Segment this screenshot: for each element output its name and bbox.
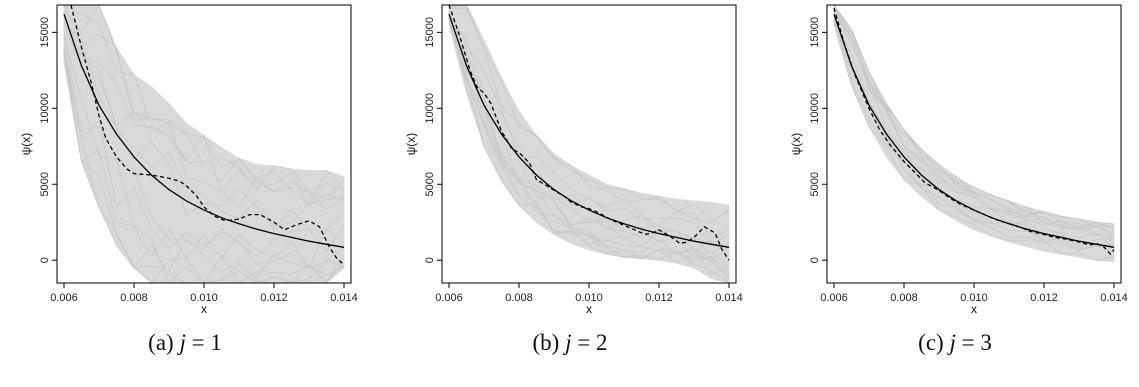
dashed-series-line <box>448 5 730 261</box>
realization-curve <box>833 17 1115 249</box>
x-tick-label: 0.008 <box>890 292 918 304</box>
realization-curve <box>448 12 730 239</box>
realization-curve <box>63 49 345 268</box>
realization-curve <box>833 7 1115 238</box>
realization-curve <box>63 51 345 283</box>
caption-prefix: (c) <box>918 330 950 355</box>
caption-prefix: (a) <box>148 330 180 355</box>
realization-curve <box>63 13 345 207</box>
caption-equation: = 3 <box>955 330 992 355</box>
realization-curve <box>63 46 345 282</box>
x-tick-label: 0.014 <box>1100 292 1128 304</box>
realization-band <box>63 5 345 283</box>
plot-area <box>63 5 345 283</box>
caption-variable: j <box>949 330 956 355</box>
plot-area <box>833 5 1115 263</box>
y-tick-label: 10000 <box>809 93 821 124</box>
chart-panel: 0.006 0.008 0.010 0.012 0.014 0 5000 10000 15000… <box>19 4 358 316</box>
caption-variable: j <box>565 330 572 355</box>
x-tick-label: 0.012 <box>1030 292 1058 304</box>
y-tick-label: 10000 <box>424 93 436 124</box>
y-tick-label: 5000 <box>424 172 436 196</box>
y-tick-label: 0 <box>424 257 436 263</box>
caption-prefix: (b) <box>532 330 566 355</box>
x-tick-label: 0.008 <box>505 292 533 304</box>
realization-curve <box>833 11 1115 240</box>
realization-curve <box>63 5 345 207</box>
caption-equation: = 2 <box>571 330 608 355</box>
x-tick-label: 0.006 <box>50 292 78 304</box>
realization-curve <box>833 17 1115 252</box>
y-tick-label: 5000 <box>39 172 51 196</box>
solid-series-line <box>63 13 345 248</box>
x-tick-label: 0.010 <box>960 292 988 304</box>
x-tick-label: 0.014 <box>330 292 358 304</box>
realization-curve <box>63 21 345 210</box>
realization-curve <box>63 5 345 193</box>
y-tick-label: 10000 <box>39 93 51 124</box>
realization-curve <box>448 15 730 245</box>
y-tick-label: 15000 <box>39 17 51 48</box>
x-axis-title: x <box>971 302 977 316</box>
realization-band <box>833 5 1115 263</box>
realization-curve <box>833 5 1115 228</box>
realization-curve <box>833 11 1115 237</box>
panel-caption: (b) j = 2 <box>385 330 755 356</box>
realization-curve <box>63 5 345 200</box>
y-tick-label: 0 <box>809 257 821 263</box>
x-tick-label: 0.006 <box>820 292 848 304</box>
solid-series-line <box>833 13 1115 248</box>
y-tick-label: 15000 <box>424 17 436 48</box>
x-tick-label: 0.012 <box>260 292 288 304</box>
y-tick-label: 15000 <box>809 17 821 48</box>
x-tick-label: 0.010 <box>575 292 603 304</box>
chart-panel: 0.006 0.008 0.010 0.012 0.014 0 5000 10000 15000… <box>404 4 743 316</box>
x-axis-title: x <box>201 302 207 316</box>
caption-variable: j <box>179 330 186 355</box>
solid-series-line <box>448 13 730 248</box>
plot-area <box>448 5 730 283</box>
realization-curve <box>448 20 730 261</box>
realization-curve <box>833 23 1115 261</box>
dashed-series-line <box>833 7 1115 256</box>
y-axis-title: ψ(x) <box>789 133 803 156</box>
realization-curve <box>448 21 730 283</box>
realization-curve <box>448 19 730 276</box>
y-axis-title: ψ(x) <box>19 133 33 156</box>
x-tick-label: 0.008 <box>120 292 148 304</box>
x-tick-label: 0.010 <box>190 292 218 304</box>
x-tick-label: 0.014 <box>715 292 743 304</box>
x-tick-label: 0.012 <box>645 292 673 304</box>
caption-equation: = 1 <box>185 330 222 355</box>
realization-curve <box>63 45 345 283</box>
realization-band <box>448 5 730 283</box>
x-axis-title: x <box>586 302 592 316</box>
panel-caption: (a) j = 1 <box>0 330 370 356</box>
realization-curve <box>448 5 730 225</box>
realization-curve <box>63 37 345 269</box>
y-tick-label: 0 <box>39 257 51 263</box>
x-tick-label: 0.006 <box>435 292 463 304</box>
chart-panel: 0.006 0.008 0.010 0.012 0.014 0 5000 10000 15000… <box>789 4 1128 316</box>
panel-caption: (c) j = 3 <box>770 330 1139 356</box>
y-axis-title: ψ(x) <box>404 133 418 156</box>
y-tick-label: 5000 <box>809 172 821 196</box>
realization-curve <box>448 7 730 222</box>
realization-curve <box>448 16 730 256</box>
realization-curve <box>63 54 345 283</box>
realization-curve <box>833 12 1115 247</box>
